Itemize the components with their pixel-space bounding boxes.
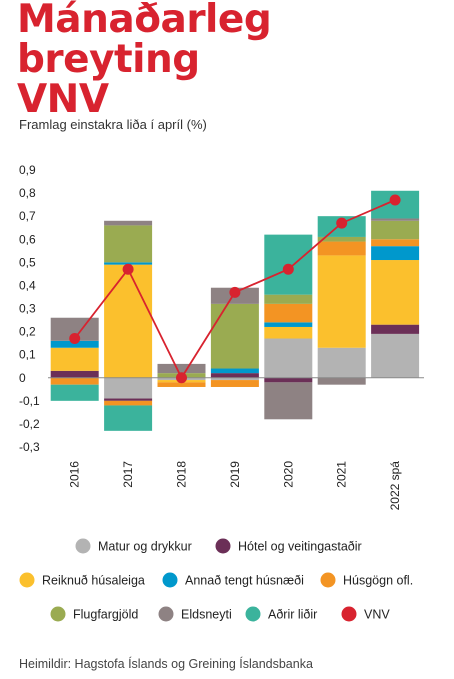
- x-category-label: 2018: [175, 461, 189, 488]
- x-category-label: 2021: [335, 461, 349, 488]
- vnv-point: [122, 263, 134, 275]
- bar-segment: [317, 377, 366, 385]
- x-category-label: 2020: [281, 461, 295, 488]
- bar-segment: [264, 377, 313, 383]
- bar-segment: [50, 377, 99, 385]
- bar-segment: [264, 303, 313, 323]
- chart-subtitle: Framlag einstakra liða í apríl (%): [19, 117, 207, 132]
- legend-label: Húsgögn ofl.: [343, 574, 413, 588]
- bar-segment: [104, 262, 153, 265]
- vnv-point: [176, 372, 187, 384]
- legend-marker: [19, 572, 35, 588]
- bar-segment: [264, 322, 313, 327]
- bar-segment: [317, 236, 366, 242]
- legend-marker: [75, 538, 91, 554]
- bar-segment: [50, 384, 99, 401]
- x-category-label: 2022 spá: [388, 461, 402, 511]
- y-tick-label: -0,3: [19, 440, 40, 454]
- bar-segment: [210, 303, 259, 369]
- legend-label: Aðrir liðir: [268, 608, 317, 622]
- y-tick-label: 0,2: [19, 325, 36, 339]
- x-category-label: 2017: [121, 461, 135, 488]
- bar-segment: [317, 347, 366, 378]
- legend-marker: [320, 572, 336, 588]
- bar-segment: [157, 382, 206, 387]
- legend-label: Matur og drykkur: [98, 540, 192, 554]
- y-tick-label: -0,2: [19, 417, 40, 431]
- legend-label: Annað tengt húsnæði: [185, 574, 304, 588]
- title-line-1: Mánaðarleg breyting: [17, 0, 272, 82]
- y-tick-label: 0,8: [19, 186, 36, 200]
- legend-label: VNV: [364, 608, 390, 622]
- legend-marker: [162, 572, 178, 588]
- bar-segment: [371, 218, 420, 221]
- legend-marker: [341, 606, 357, 622]
- bar-segment: [50, 340, 99, 348]
- bar-segment: [50, 370, 99, 378]
- legend-marker: [158, 606, 174, 622]
- bar-segment: [264, 338, 313, 378]
- bar-segment: [371, 260, 420, 325]
- y-tick-label: 0,1: [19, 348, 36, 362]
- bar-segment: [264, 326, 313, 339]
- y-tick-label: 0,7: [19, 209, 36, 223]
- bar-segment: [264, 294, 313, 304]
- bar-segment: [371, 220, 420, 240]
- bar-segment: [104, 264, 153, 378]
- bar-segment: [50, 347, 99, 371]
- y-tick-label: 0,6: [19, 232, 36, 246]
- legend-marker: [215, 538, 231, 554]
- bar-segment: [104, 220, 153, 226]
- y-tick-label: 0,4: [19, 278, 36, 292]
- source-note: Heimildir: Hagstofa Íslands og Greining …: [19, 657, 313, 671]
- legend-marker: [245, 606, 261, 622]
- x-category-label: 2019: [228, 461, 242, 488]
- y-tick-label: -0,1: [19, 394, 40, 408]
- y-tick-label: 0,5: [19, 255, 36, 269]
- legend-label: Flugfargjöld: [73, 608, 138, 622]
- bar-segment: [371, 246, 420, 261]
- bar-segment: [210, 377, 259, 381]
- bar-segment: [210, 380, 259, 387]
- vnv-point: [229, 286, 241, 298]
- bar-segment: [104, 377, 153, 399]
- vnv-point: [336, 217, 348, 229]
- chart-title: Mánaðarleg breyting VNV: [17, 0, 447, 120]
- bar-segment: [371, 333, 420, 378]
- vnv-point: [282, 263, 294, 275]
- bar-segment: [371, 324, 420, 334]
- title-line-2: VNV: [17, 77, 109, 122]
- bar-segment: [264, 382, 313, 420]
- y-tick-label: 0,9: [19, 163, 36, 177]
- legend-marker: [50, 606, 66, 622]
- bar-segment: [317, 255, 366, 348]
- y-tick-label: 0: [19, 371, 26, 385]
- bar-segment: [104, 225, 153, 263]
- bar-segment: [210, 373, 259, 378]
- legend-label: Eldsneyti: [181, 608, 232, 622]
- bar-segment: [210, 368, 259, 374]
- bar-segment: [104, 400, 153, 406]
- y-tick-label: 0,3: [19, 302, 36, 316]
- bar-segment: [317, 241, 366, 256]
- vnv-point: [69, 333, 81, 345]
- vnv-point: [389, 194, 401, 206]
- x-category-label: 2016: [68, 461, 82, 488]
- bar-segment: [104, 398, 153, 401]
- legend-label: Hótel og veitingastaðir: [238, 540, 362, 554]
- bar-segment: [157, 363, 206, 374]
- bar-segment: [104, 405, 153, 431]
- bar-segment: [371, 239, 420, 247]
- legend-label: Reiknuð húsaleiga: [42, 574, 145, 588]
